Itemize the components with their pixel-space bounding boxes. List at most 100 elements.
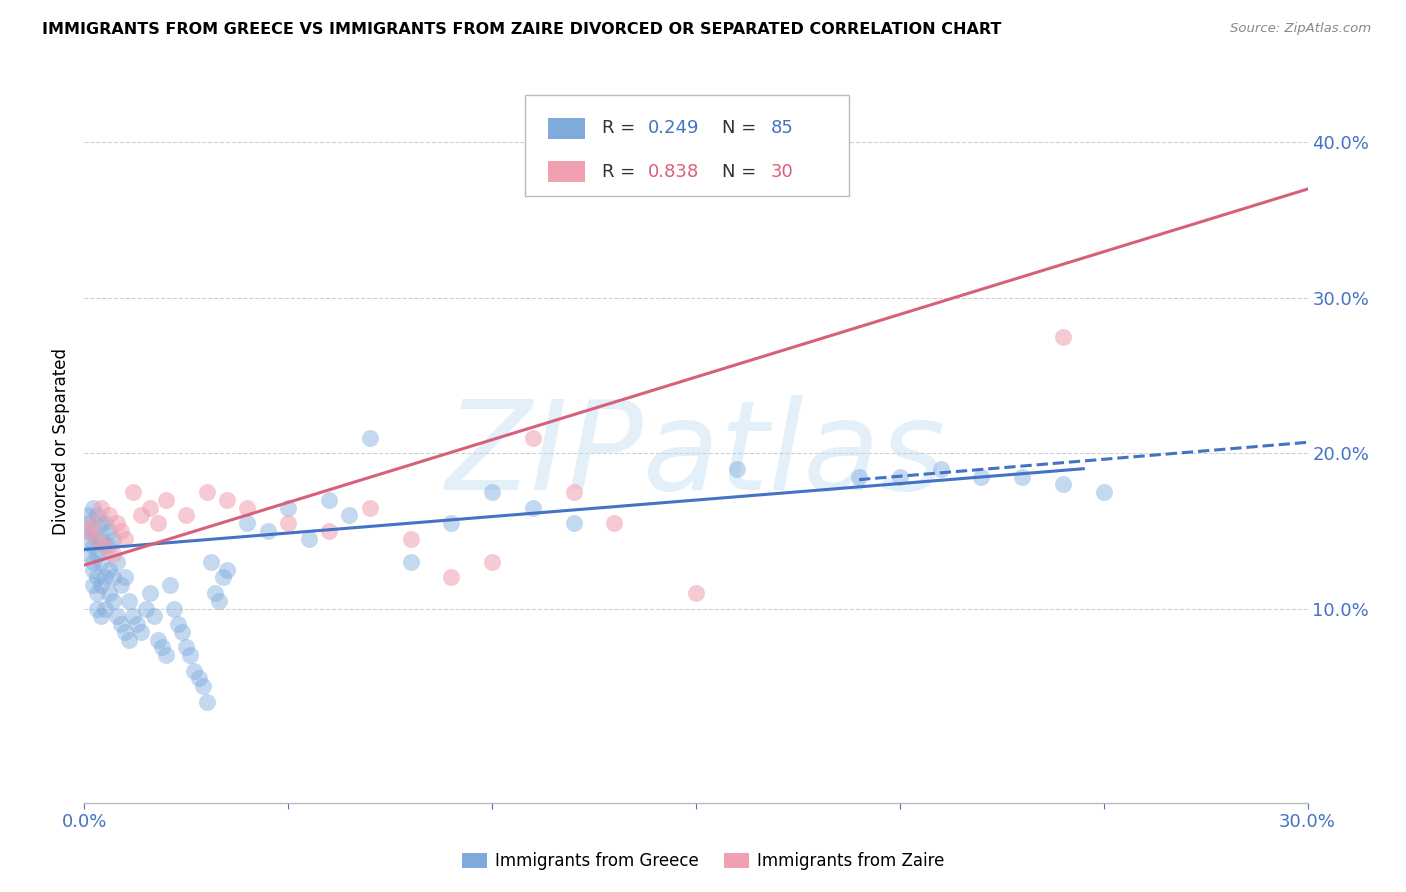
Point [929, 461, 952, 475]
Text: 30: 30 [770, 162, 793, 180]
Point [93, 540, 115, 554]
Point [481, 485, 503, 500]
Point [187, 672, 209, 686]
Point [122, 609, 145, 624]
Point [77, 524, 100, 538]
Point [146, 632, 169, 647]
Point [970, 469, 993, 483]
Point [174, 640, 197, 655]
Point [86, 532, 108, 546]
Point [204, 586, 226, 600]
Point [191, 679, 214, 693]
Point [110, 578, 132, 592]
Text: 85: 85 [770, 120, 793, 137]
Point [440, 570, 463, 584]
Point [725, 461, 748, 475]
Point [122, 485, 145, 500]
Point [848, 469, 870, 483]
Point [86, 547, 108, 561]
Point [1052, 329, 1074, 343]
Point [93, 570, 115, 584]
Point [90, 532, 112, 546]
Point [105, 516, 128, 530]
Text: 0.838: 0.838 [648, 162, 700, 180]
Point [150, 640, 173, 655]
Point [97, 524, 120, 538]
Point [131, 624, 153, 639]
Point [82, 555, 104, 569]
Point [90, 500, 112, 515]
Legend: Immigrants from Greece, Immigrants from Zaire: Immigrants from Greece, Immigrants from … [456, 846, 950, 877]
Point [236, 500, 259, 515]
Point [97, 563, 120, 577]
Point [105, 609, 128, 624]
Point [195, 485, 218, 500]
Point [105, 555, 128, 569]
Point [440, 516, 463, 530]
Point [155, 648, 177, 663]
Point [82, 578, 104, 592]
Point [131, 508, 153, 523]
Point [138, 586, 160, 600]
Point [257, 524, 280, 538]
Point [90, 578, 112, 592]
Text: IMMIGRANTS FROM GREECE VS IMMIGRANTS FROM ZAIRE DIVORCED OR SEPARATED CORRELATIO: IMMIGRANTS FROM GREECE VS IMMIGRANTS FRO… [42, 22, 1001, 37]
Text: N =: N = [721, 120, 762, 137]
Point [562, 485, 585, 500]
Point [82, 540, 104, 554]
Point [1092, 485, 1115, 500]
Point [399, 532, 422, 546]
Point [562, 516, 585, 530]
Point [277, 516, 299, 530]
Point [142, 609, 165, 624]
Point [90, 609, 112, 624]
Point [889, 469, 911, 483]
Point [82, 563, 104, 577]
Point [159, 578, 181, 592]
Point [212, 570, 235, 584]
Point [163, 601, 186, 615]
Point [174, 508, 197, 523]
Point [97, 586, 120, 600]
Point [200, 555, 222, 569]
Point [217, 492, 239, 507]
Point [90, 516, 112, 530]
Point [101, 547, 124, 561]
Point [93, 516, 115, 530]
Point [110, 524, 132, 538]
Y-axis label: Divorced or Separated: Divorced or Separated [52, 348, 70, 535]
Point [146, 516, 169, 530]
Point [101, 570, 124, 584]
Point [399, 555, 422, 569]
Point [93, 601, 115, 615]
Point [172, 624, 194, 639]
Point [217, 563, 239, 577]
Point [603, 516, 626, 530]
Point [685, 586, 707, 600]
Point [318, 524, 340, 538]
Point [277, 500, 299, 515]
Point [1011, 469, 1033, 483]
Point [481, 555, 503, 569]
Point [86, 570, 108, 584]
Point [138, 500, 160, 515]
Point [77, 516, 100, 530]
Point [77, 547, 100, 561]
Point [179, 648, 201, 663]
Point [522, 500, 544, 515]
Point [110, 617, 132, 632]
Point [135, 601, 157, 615]
Point [522, 431, 544, 445]
Point [298, 532, 321, 546]
Point [127, 617, 149, 632]
Point [339, 508, 361, 523]
Point [82, 516, 104, 530]
Point [97, 508, 120, 523]
Point [118, 594, 141, 608]
FancyBboxPatch shape [548, 118, 585, 139]
Point [359, 500, 381, 515]
Text: Source: ZipAtlas.com: Source: ZipAtlas.com [1230, 22, 1371, 36]
Point [183, 664, 205, 678]
Point [208, 594, 231, 608]
Point [167, 617, 190, 632]
